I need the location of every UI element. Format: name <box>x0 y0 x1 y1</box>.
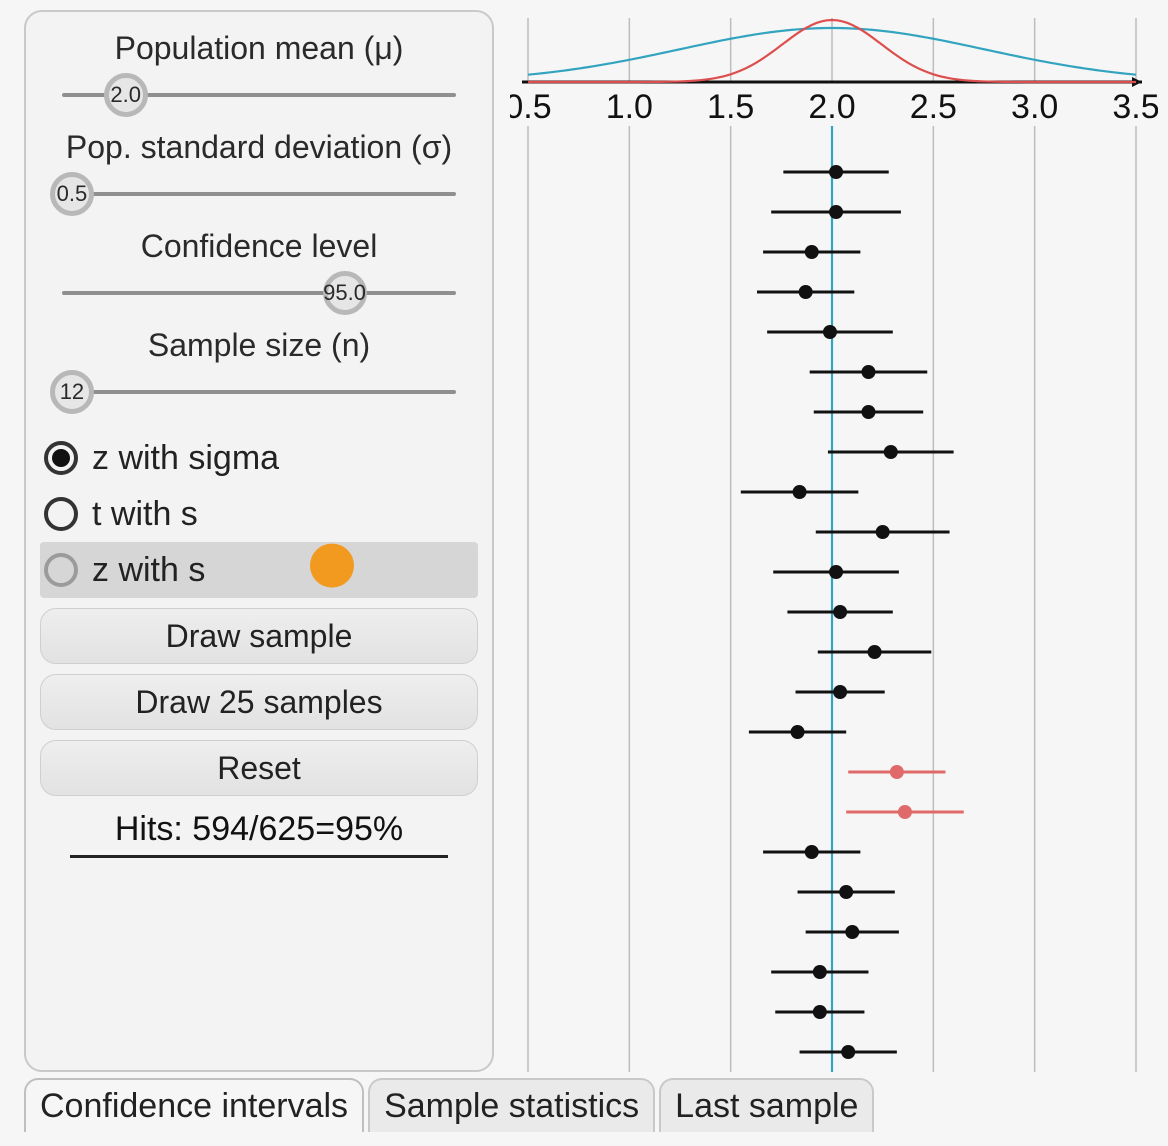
ci-point <box>793 485 807 499</box>
reset-label: Reset <box>217 750 301 787</box>
x-tick-label: 2.0 <box>808 88 855 126</box>
ci-point <box>823 325 837 339</box>
radio-label: z with sigma <box>92 439 279 478</box>
controls-panel: Population mean (μ) 2.0 Pop. standard devi… <box>24 10 494 1072</box>
ci-point <box>799 285 813 299</box>
draw-sample-button[interactable]: Draw sample <box>40 608 478 664</box>
tab-1[interactable]: Sample statistics <box>368 1078 655 1132</box>
ci-point <box>884 445 898 459</box>
ci-point <box>813 965 827 979</box>
tab-0[interactable]: Confidence intervals <box>24 1078 364 1132</box>
slider-label: Confidence level <box>40 228 478 265</box>
slider-1: Pop. standard deviation (σ) 0.5 <box>40 129 478 216</box>
slider-0: Population mean (μ) 2.0 <box>40 30 478 117</box>
slider-line <box>62 390 456 394</box>
slider-line <box>62 192 456 196</box>
ci-point <box>890 765 904 779</box>
ci-point <box>833 685 847 699</box>
draw-25-label: Draw 25 samples <box>135 684 382 721</box>
x-tick-label: 1.5 <box>707 88 754 126</box>
ci-point <box>833 605 847 619</box>
radio-option-1[interactable]: t with s <box>40 486 478 542</box>
ci-point <box>845 925 859 939</box>
slider-track[interactable]: 95.0 <box>40 271 478 315</box>
ci-point <box>805 845 819 859</box>
radio-option-0[interactable]: z with sigma <box>40 430 478 486</box>
ci-point <box>829 205 843 219</box>
ci-point <box>791 725 805 739</box>
method-radio-group: z with sigma t with s z with s <box>40 430 478 598</box>
slider-label: Sample size (n) <box>40 327 478 364</box>
button-column: Draw sample Draw 25 samples Reset <box>40 608 478 796</box>
ci-point <box>861 365 875 379</box>
draw-25-samples-button[interactable]: Draw 25 samples <box>40 674 478 730</box>
reset-button[interactable]: Reset <box>40 740 478 796</box>
tab-2[interactable]: Last sample <box>659 1078 874 1132</box>
ci-point <box>841 1045 855 1059</box>
ci-point <box>898 805 912 819</box>
slider-thumb[interactable]: 0.5 <box>50 172 94 216</box>
slider-thumb[interactable]: 12 <box>50 370 94 414</box>
radio-circle-icon <box>44 441 78 475</box>
draw-sample-label: Draw sample <box>166 618 353 655</box>
ci-point <box>839 885 853 899</box>
x-tick-label: 3.5 <box>1112 88 1158 126</box>
radio-circle-icon <box>44 553 78 587</box>
slider-track[interactable]: 2.0 <box>40 73 478 117</box>
radio-dot-icon <box>52 449 70 467</box>
slider-label: Pop. standard deviation (σ) <box>40 129 478 166</box>
x-tick-label: 3.0 <box>1011 88 1058 126</box>
slider-label: Population mean (μ) <box>40 30 478 67</box>
ci-chart-svg: 0.5 1.0 1.5 2.0 2.5 3.0 3.5 <box>510 10 1158 1072</box>
ci-point <box>829 165 843 179</box>
ci-point <box>829 565 843 579</box>
tab-bar: Confidence intervalsSample statisticsLas… <box>24 1078 1154 1132</box>
ci-point <box>805 245 819 259</box>
ci-point <box>868 645 882 659</box>
slider-thumb[interactable]: 95.0 <box>323 271 367 315</box>
ci-point <box>876 525 890 539</box>
ci-chart: 0.5 1.0 1.5 2.0 2.5 3.0 3.5 <box>510 10 1158 1072</box>
radio-circle-icon <box>44 497 78 531</box>
radio-option-2[interactable]: z with s <box>40 542 478 598</box>
x-tick-label: 1.0 <box>606 88 653 126</box>
slider-track[interactable]: 12 <box>40 370 478 414</box>
slider-track[interactable]: 0.5 <box>40 172 478 216</box>
ci-point <box>813 1005 827 1019</box>
slider-3: Sample size (n) 12 <box>40 327 478 414</box>
radio-label: z with s <box>92 551 205 590</box>
x-tick-label: 2.5 <box>910 88 957 126</box>
slider-thumb[interactable]: 2.0 <box>104 73 148 117</box>
radio-label: t with s <box>92 495 198 534</box>
x-tick-label: 0.5 <box>510 88 552 126</box>
hits-readout: Hits: 594/625=95% <box>70 810 448 858</box>
ci-point <box>861 405 875 419</box>
highlight-dot-icon <box>310 544 354 588</box>
slider-2: Confidence level 95.0 <box>40 228 478 315</box>
slider-line <box>62 291 456 295</box>
